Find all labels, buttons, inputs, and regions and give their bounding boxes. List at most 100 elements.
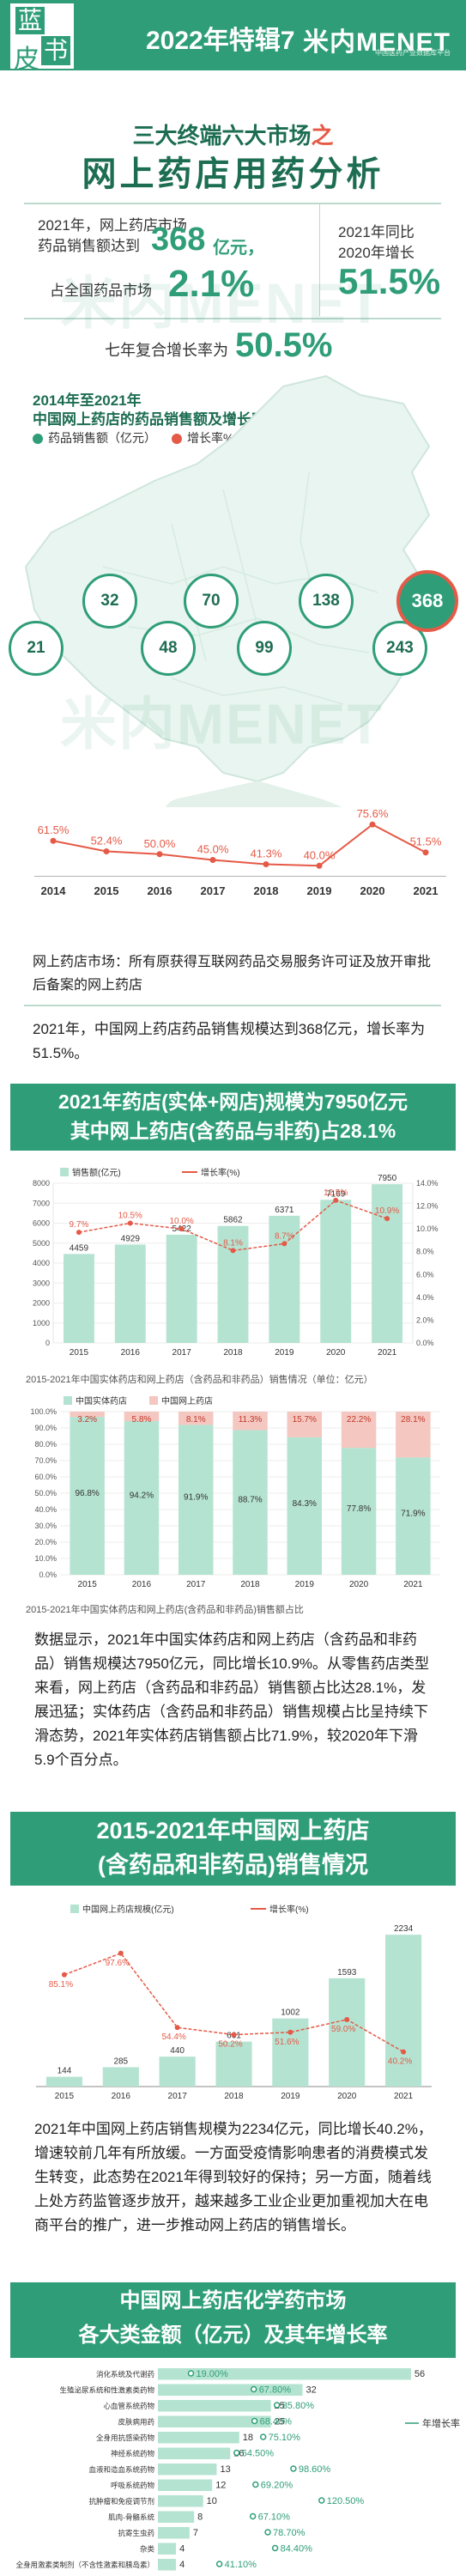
- online-value-2020: 22.2%: [347, 1415, 371, 1425]
- x-tick-2020: 2020: [326, 1348, 346, 1358]
- section4-banner-line2: 各大类金额（亿元）及其年增长率: [78, 2324, 388, 2347]
- growth-label-2019: 40.0%: [304, 848, 336, 861]
- x-tick-2016: 2016: [132, 1580, 152, 1589]
- map-title-line1: 2014年至2021年: [33, 392, 142, 409]
- bar-online-2021: [396, 1412, 431, 1458]
- x-tick-2015: 2015: [55, 2092, 75, 2101]
- year-label-2016: 2016: [148, 884, 172, 897]
- category-bar-6: [158, 2464, 217, 2476]
- y-tick: 100.0%: [30, 1407, 57, 1416]
- legend-label-growth: 增长率(%): [201, 1167, 240, 1178]
- growth-point-2017: [179, 1226, 185, 1232]
- physical-value-2015: 96.8%: [75, 1489, 99, 1498]
- category-value-1: 32: [306, 2385, 317, 2396]
- legend-swatch-sales: [60, 1168, 69, 1176]
- growth-value-0: 19.00%: [197, 2369, 229, 2379]
- stat4-label: 七年复合增长率为: [105, 342, 228, 359]
- notes-divider: [24, 1005, 441, 1006]
- growth-point-2020: [369, 821, 376, 828]
- badge-char-3: 书: [41, 36, 70, 65]
- legend-dot-growth: [172, 434, 182, 445]
- category-value-12: 4: [179, 2560, 185, 2570]
- y-tick: 7000: [33, 1199, 50, 1207]
- category-value-7: 12: [215, 2481, 226, 2491]
- y-tick: 1000: [33, 1319, 50, 1327]
- growth-point-9: [249, 2512, 257, 2520]
- x-tick-2018: 2018: [224, 2092, 244, 2101]
- store-sales-caption: 2015-2021年中国实体药店和网上药店（含药品和非药品）销售情况（单位：亿元…: [26, 1375, 373, 1385]
- y-tick: 3000: [33, 1279, 50, 1287]
- watermark-2: 米内MENET: [60, 692, 384, 756]
- bar-2020: [329, 1978, 366, 2087]
- bar-value-2016: 285: [113, 2057, 128, 2066]
- bar-physical-2015: [70, 1417, 105, 1575]
- growth-point-2018: [231, 2032, 237, 2038]
- y2-tick: 10.0%: [416, 1224, 439, 1233]
- category-chart: 消化系统及代谢药 56 19.00% 生殖泌尿系统和性激素类药物 32 67.80% 心血管…: [15, 2368, 460, 2571]
- subtitle-prefix: 三大终端六大市场: [132, 123, 312, 149]
- online-sales-chart: 1442015285201644020176612018100220191593…: [36, 1904, 432, 2101]
- bar-online-2019: [287, 1412, 323, 1437]
- y2-tick: 2.0%: [416, 1315, 434, 1324]
- bar-2019: [272, 2018, 309, 2087]
- subtitle-suffix: 之: [311, 123, 334, 149]
- growth-point-4: [259, 2433, 267, 2440]
- sales-summary-paragraph: 2021年，中国网上药店药品销售规模达到368亿元，增长率为51.5%。: [33, 1021, 426, 1061]
- growth-label-2015: 52.4%: [91, 835, 123, 848]
- category-bar-10: [158, 2527, 190, 2539]
- growth-point-2020: [344, 2017, 350, 2022]
- bar-2019: [269, 1215, 300, 1343]
- bar-2017: [159, 2057, 196, 2087]
- growth-value-3: 68.40%: [260, 2417, 293, 2427]
- growth-value-7: 69.20%: [261, 2481, 294, 2491]
- category-label-2: 心血管系统药物: [103, 2402, 154, 2410]
- bar-2018: [215, 2041, 252, 2087]
- badge-char-2: 皮: [14, 45, 39, 75]
- legend-label-growth: 增长率(%): [269, 1904, 309, 1915]
- year-label-2018: 2018: [254, 884, 279, 897]
- physical-value-2017: 91.9%: [184, 1493, 208, 1503]
- growth-point-2015: [103, 848, 110, 855]
- online-value-2021: 28.1%: [401, 1415, 425, 1425]
- category-bar-0: [158, 2368, 411, 2380]
- year-label-2020: 2020: [360, 884, 385, 897]
- stat2-label: 占全国药品市场: [50, 283, 152, 299]
- growth-point-12: [215, 2561, 223, 2567]
- bar-physical-2020: [341, 1448, 377, 1575]
- growth-point-7: [252, 2481, 259, 2488]
- x-tick-2019: 2019: [281, 2092, 300, 2101]
- year-label-2017: 2017: [201, 884, 226, 897]
- physical-value-2021: 71.9%: [401, 1510, 425, 1519]
- x-tick-2017: 2017: [172, 1348, 192, 1358]
- sales-circle-2018: 99: [237, 621, 292, 676]
- year-label-2021: 2021: [414, 884, 439, 897]
- y2-tick: 8.0%: [416, 1248, 434, 1256]
- y-tick: 30.0%: [34, 1522, 57, 1530]
- category-label-5: 神经系统药物: [111, 2450, 155, 2458]
- section3-paragraph: 2021年中国网上药店销售规模为2234亿元，同比增长40.2%，增速较前几年有…: [34, 2121, 433, 2233]
- stat3-line2: 2020年增长: [338, 245, 415, 261]
- bar-online-2015: [70, 1412, 105, 1418]
- y-tick: 8000: [33, 1179, 50, 1188]
- bar-2017: [166, 1234, 197, 1343]
- growth-point-2015: [61, 1971, 67, 1978]
- category-value-9: 8: [197, 2512, 203, 2523]
- growth-value-2017: 10.0%: [169, 1217, 193, 1226]
- growth-label-2020: 75.6%: [357, 807, 389, 820]
- category-label-8: 抗肿瘤和免疫调节剂: [88, 2497, 154, 2506]
- market-definition-note: 网上药店市场：所有原获得互联网药品交易服务许可证及放开审批后备案的网上药店: [33, 955, 432, 993]
- category-bar-3: [158, 2415, 271, 2427]
- y-tick: 80.0%: [34, 1440, 57, 1449]
- category-value-4: 18: [243, 2433, 253, 2443]
- bar-physical-2016: [124, 1421, 160, 1575]
- bar-online-2017: [178, 1412, 214, 1425]
- section1-subtitle: 三大终端六大市场之: [0, 118, 466, 150]
- growth-value-2021: 10.9%: [375, 1206, 399, 1216]
- growth-point-2017: [174, 2025, 180, 2031]
- x-tick-2017: 2017: [186, 1580, 206, 1589]
- online-value-2018: 11.3%: [239, 1415, 263, 1425]
- growth-value-9: 67.10%: [258, 2512, 291, 2523]
- category-label-0: 消化系统及代谢药: [96, 2370, 154, 2379]
- legend-dot-sales: [33, 434, 43, 445]
